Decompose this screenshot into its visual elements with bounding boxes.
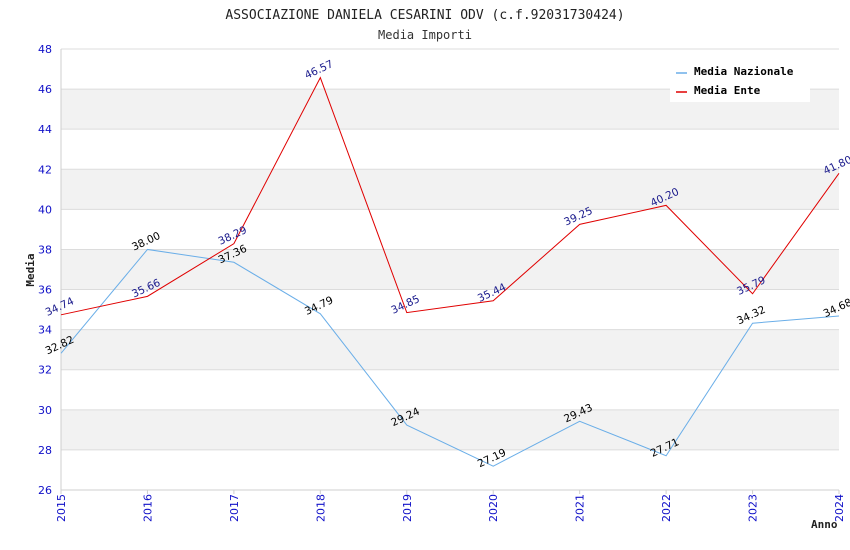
y-tick-label: 26 [38, 484, 52, 497]
x-axis-title: Anno [811, 518, 838, 531]
x-tick-label: 2023 [747, 494, 760, 522]
legend-label-media-nazionale: Media Nazionale [694, 65, 794, 78]
y-tick-label: 44 [38, 123, 52, 136]
legend-label-media-ente: Media Ente [694, 84, 761, 97]
x-tick-label: 2018 [314, 494, 327, 522]
series-line-media-ente [60, 76, 840, 316]
x-tick-label: 2019 [401, 494, 414, 522]
x-tick-label: 2024 [833, 494, 846, 522]
legend: Media Nazionale Media Ente [670, 60, 810, 102]
y-tick-label: 32 [38, 364, 52, 377]
y-tick-label: 40 [38, 203, 52, 216]
y-tick-labels: 26 28 30 32 34 36 38 40 42 44 46 48 [38, 43, 52, 497]
y-tick-label: 42 [38, 163, 52, 176]
x-tick-label: 2020 [487, 494, 500, 522]
y-tick-label: 30 [38, 404, 52, 417]
y-tick-label: 36 [38, 284, 52, 297]
x-tick-label: 2016 [141, 494, 154, 522]
chart-title: ASSOCIAZIONE DANIELA CESARINI ODV (c.f.9… [225, 8, 624, 23]
x-tick-labels: 2015 2016 2017 2018 2019 2020 2021 2022 2023 2024 [55, 494, 846, 522]
data-label: 46.57 [303, 58, 335, 82]
y-tick-label: 46 [38, 83, 52, 96]
series-lines [60, 76, 840, 467]
grid-band [61, 409, 839, 450]
y-tick-label: 48 [38, 43, 52, 56]
y-tick-label: 28 [38, 444, 52, 457]
y-axis-title: Media [24, 253, 37, 286]
grid-band [61, 329, 839, 370]
x-tick-label: 2017 [228, 494, 241, 522]
data-label: 34.85 [389, 293, 421, 317]
series-line-media-nazionale [60, 248, 840, 467]
data-label: 34.32 [735, 304, 767, 328]
data-label: 34.79 [303, 294, 335, 318]
grid-bands [61, 89, 839, 450]
x-tick-label: 2015 [55, 494, 68, 522]
grid-band [61, 249, 839, 290]
y-tick-label: 34 [38, 324, 52, 337]
chart-subtitle: Media Importi [378, 28, 472, 42]
x-tick-label: 2022 [660, 494, 673, 522]
axes [60, 49, 840, 494]
x-tick-label: 2021 [574, 494, 587, 522]
grid-band [61, 169, 839, 210]
y-tick-label: 38 [38, 243, 52, 256]
legend-box [670, 60, 810, 102]
data-label: 34.74 [44, 295, 77, 319]
